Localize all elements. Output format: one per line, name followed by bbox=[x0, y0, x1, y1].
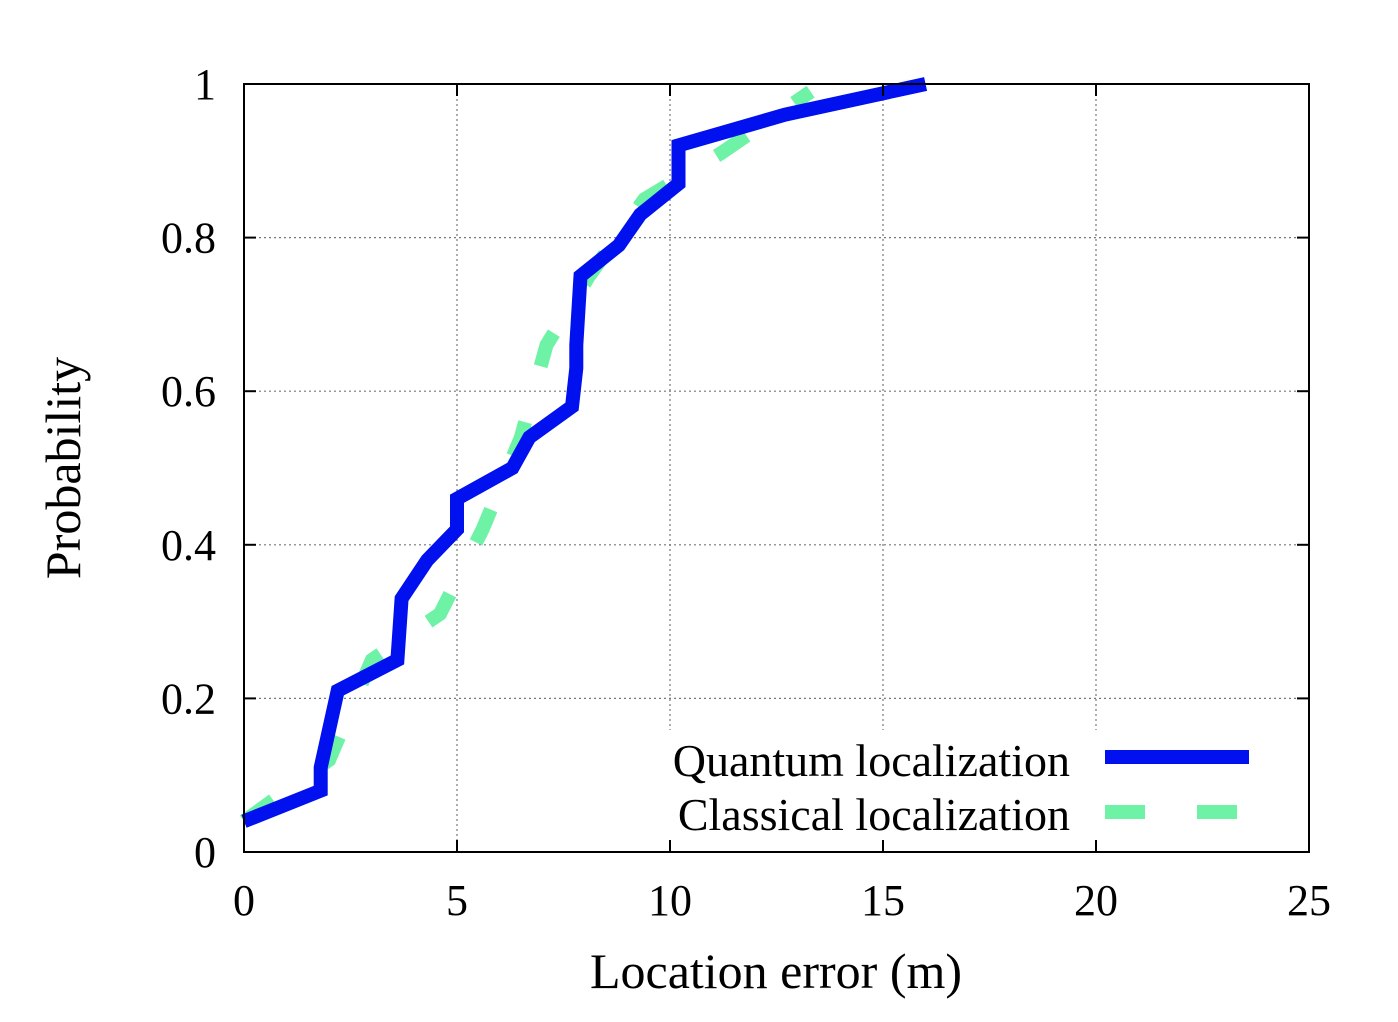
x-tick-label: 25 bbox=[1287, 876, 1331, 925]
series-quantum-line bbox=[241, 77, 928, 828]
x-tick-label: 5 bbox=[446, 876, 468, 925]
y-tick-label: 1 bbox=[194, 60, 216, 109]
legend-label-classical: Classical localization bbox=[678, 789, 1070, 840]
series-layer bbox=[239, 77, 928, 828]
y-axis-label: Probability bbox=[35, 357, 91, 579]
y-tick-label: 0.6 bbox=[161, 367, 216, 416]
grid-lines bbox=[244, 84, 1309, 852]
y-tick-label: 0.4 bbox=[161, 521, 216, 570]
plot-frame bbox=[243, 83, 1310, 853]
series-classical-line bbox=[239, 85, 815, 827]
axis-ticks bbox=[243, 83, 1310, 853]
legend-label-quantum: Quantum localization bbox=[673, 735, 1070, 786]
y-tick-label: 0 bbox=[194, 828, 216, 877]
legend: Quantum localization Classical localizat… bbox=[585, 730, 1285, 840]
y-tick-label: 0.8 bbox=[161, 214, 216, 263]
x-axis-label: Location error (m) bbox=[590, 943, 962, 999]
x-tick-label: 20 bbox=[1074, 876, 1118, 925]
legend-background bbox=[585, 730, 1285, 840]
y-tick-label: 0.2 bbox=[161, 674, 216, 723]
tick-labels: 0 5 10 15 20 25 0 0.2 0.4 0.6 0.8 1 bbox=[161, 60, 1331, 925]
x-tick-label: 0 bbox=[233, 876, 255, 925]
x-tick-label: 15 bbox=[861, 876, 905, 925]
x-tick-label: 10 bbox=[648, 876, 692, 925]
